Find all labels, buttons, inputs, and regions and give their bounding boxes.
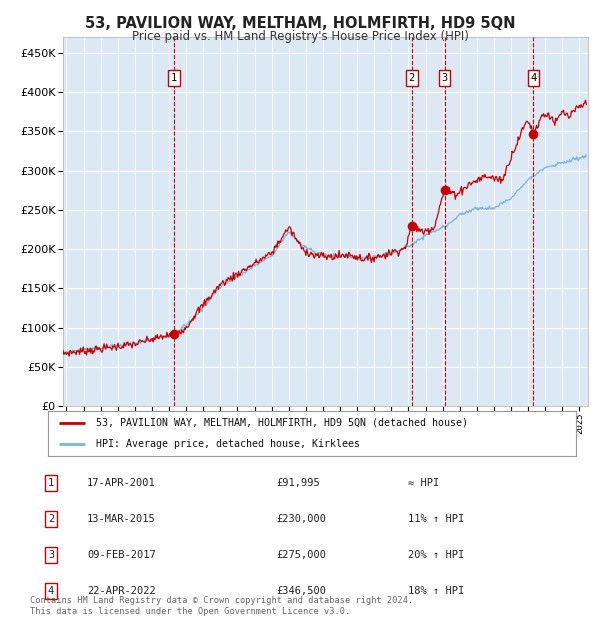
Text: £230,000: £230,000 [276, 514, 326, 524]
Text: 09-FEB-2017: 09-FEB-2017 [87, 550, 156, 560]
Text: 53, PAVILION WAY, MELTHAM, HOLMFIRTH, HD9 5QN: 53, PAVILION WAY, MELTHAM, HOLMFIRTH, HD… [85, 16, 515, 31]
Text: 4: 4 [48, 586, 54, 596]
Text: This data is licensed under the Open Government Licence v3.0.: This data is licensed under the Open Gov… [30, 607, 350, 616]
Text: 22-APR-2022: 22-APR-2022 [87, 586, 156, 596]
Text: Price paid vs. HM Land Registry's House Price Index (HPI): Price paid vs. HM Land Registry's House … [131, 30, 469, 43]
Text: 3: 3 [442, 73, 448, 83]
Text: 2: 2 [48, 514, 54, 524]
Text: 2: 2 [409, 73, 415, 83]
Text: Contains HM Land Registry data © Crown copyright and database right 2024.: Contains HM Land Registry data © Crown c… [30, 596, 413, 605]
Text: £275,000: £275,000 [276, 550, 326, 560]
Text: 17-APR-2001: 17-APR-2001 [87, 478, 156, 488]
Text: 3: 3 [48, 550, 54, 560]
Text: 4: 4 [530, 73, 536, 83]
Text: 11% ↑ HPI: 11% ↑ HPI [408, 514, 464, 524]
Text: HPI: Average price, detached house, Kirklees: HPI: Average price, detached house, Kirk… [95, 439, 359, 449]
Text: 18% ↑ HPI: 18% ↑ HPI [408, 586, 464, 596]
Text: 1: 1 [171, 73, 177, 83]
Text: 1: 1 [48, 478, 54, 488]
Text: 13-MAR-2015: 13-MAR-2015 [87, 514, 156, 524]
Text: £91,995: £91,995 [276, 478, 320, 488]
Text: 53, PAVILION WAY, MELTHAM, HOLMFIRTH, HD9 5QN (detached house): 53, PAVILION WAY, MELTHAM, HOLMFIRTH, HD… [95, 418, 467, 428]
Text: 20% ↑ HPI: 20% ↑ HPI [408, 550, 464, 560]
Text: ≈ HPI: ≈ HPI [408, 478, 439, 488]
Text: £346,500: £346,500 [276, 586, 326, 596]
